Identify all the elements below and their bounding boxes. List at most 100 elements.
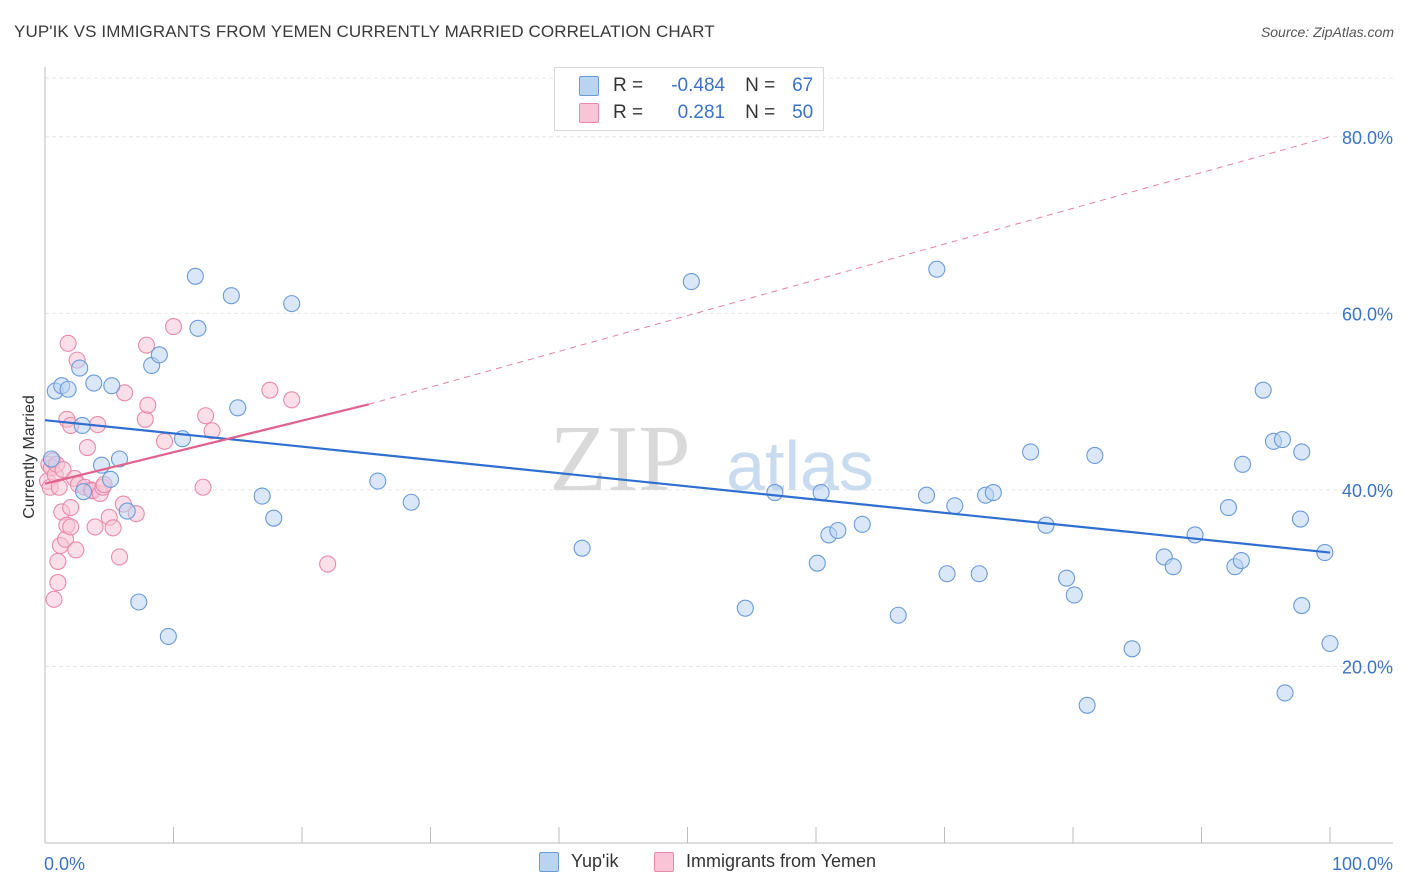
trend-line-yupik xyxy=(44,419,1331,554)
data-point-yupik xyxy=(928,260,946,278)
data-point-yemen xyxy=(203,422,221,440)
legend-row-yupik: R = -0.484 N = 67 xyxy=(579,73,813,99)
data-point-yupik xyxy=(253,487,271,505)
data-point-yupik xyxy=(130,593,148,611)
watermark: ZIP atlas xyxy=(550,407,874,511)
data-point-yupik xyxy=(766,483,784,502)
data-point-yupik xyxy=(1186,526,1204,544)
data-point-yupik xyxy=(85,374,103,392)
data-point-yupik xyxy=(573,539,591,557)
data-point-yemen xyxy=(319,555,337,573)
data-point-yupik xyxy=(1164,558,1182,576)
trend-extension-yemen xyxy=(368,136,1331,405)
data-point-yupik xyxy=(71,359,89,377)
y-tick-label: 80.0% xyxy=(1342,128,1393,148)
data-point-yupik xyxy=(369,472,387,490)
legend-r-label: R = xyxy=(613,102,644,123)
data-point-yupik xyxy=(265,509,283,527)
data-point-yupik xyxy=(59,380,77,398)
data-point-yemen xyxy=(155,432,174,450)
data-point-yemen xyxy=(62,499,80,517)
data-point-yemen xyxy=(261,381,279,399)
data-point-yupik xyxy=(103,377,121,395)
data-point-yemen xyxy=(59,334,77,352)
legend-swatch-yupik xyxy=(579,76,599,96)
data-point-yupik xyxy=(1022,443,1040,461)
data-point-yupik xyxy=(283,295,301,313)
y-tick-label: 60.0% xyxy=(1342,304,1393,324)
data-point-yupik xyxy=(1086,446,1104,465)
data-point-yupik xyxy=(1273,431,1292,449)
data-point-yupik xyxy=(1254,381,1272,399)
data-point-yupik xyxy=(1037,516,1055,534)
data-point-yupik xyxy=(186,267,204,285)
data-point-yemen xyxy=(49,574,67,592)
data-point-yupik xyxy=(402,493,420,511)
legend-r-value: -0.484 xyxy=(671,75,726,96)
legend-r-value: 0.281 xyxy=(677,102,726,123)
data-point-yemen xyxy=(104,519,122,537)
series-yupik-points xyxy=(42,260,1339,714)
x-tick-label: 100.0% xyxy=(1332,854,1393,874)
series-label-yemen: Immigrants from Yemen xyxy=(686,851,877,871)
data-point-yemen xyxy=(137,336,156,354)
legend-n-label: N = xyxy=(745,102,776,123)
data-point-yupik xyxy=(1078,696,1096,714)
chart-title: YUP'IK VS IMMIGRANTS FROM YEMEN CURRENTL… xyxy=(14,22,715,41)
data-point-yupik xyxy=(222,287,240,305)
data-point-yemen xyxy=(194,478,212,496)
data-point-yupik xyxy=(1234,455,1252,473)
data-point-yemen xyxy=(283,391,301,409)
data-point-yupik xyxy=(917,486,936,504)
legend-swatch-yemen xyxy=(579,103,599,123)
data-point-yupik xyxy=(189,319,207,337)
data-point-yupik xyxy=(853,515,871,533)
trend-line-yemen xyxy=(44,403,370,485)
data-point-yupik xyxy=(1058,569,1076,587)
chart-source: Source: ZipAtlas.com xyxy=(1260,24,1394,40)
data-point-yemen xyxy=(86,518,104,536)
data-point-yemen xyxy=(67,541,85,559)
data-point-yemen xyxy=(62,518,80,536)
data-point-yemen xyxy=(164,318,183,336)
y-tick-label: 20.0% xyxy=(1342,657,1393,677)
series-label-yupik: Yup'ik xyxy=(571,851,619,871)
data-point-yupik xyxy=(1065,586,1083,604)
legend-n-label: N = xyxy=(745,75,776,96)
data-point-yupik xyxy=(1123,640,1141,658)
data-point-yemen xyxy=(139,396,157,414)
data-point-yupik xyxy=(682,273,700,291)
series-swatch-yemen xyxy=(654,851,674,872)
series-legend-yupik[interactable]: Yup'ik xyxy=(539,851,618,872)
data-point-yemen xyxy=(110,548,129,566)
grid-lines xyxy=(45,77,1393,667)
data-point-yupik xyxy=(229,399,247,417)
series-legend-yemen[interactable]: Immigrants from Yemen xyxy=(654,851,876,872)
data-point-yupik xyxy=(1293,443,1311,461)
data-point-yemen xyxy=(197,407,215,425)
correlation-legend: R = -0.484 N = 67 R = 0.281 N = 50 xyxy=(554,67,824,131)
data-point-yemen xyxy=(54,461,72,479)
data-point-yupik xyxy=(808,554,826,572)
data-point-yupik xyxy=(75,483,93,501)
data-point-yupik xyxy=(1219,499,1238,517)
data-point-yupik xyxy=(1321,634,1339,653)
data-point-yupik xyxy=(118,502,136,520)
legend-n-value: 50 xyxy=(792,102,814,123)
data-point-yupik xyxy=(1293,596,1311,615)
data-point-yemen xyxy=(136,410,154,428)
y-tick-label: 40.0% xyxy=(1342,481,1393,501)
data-point-yupik xyxy=(110,450,129,468)
x-tick-label: 0.0% xyxy=(44,854,85,874)
data-point-yupik xyxy=(889,606,907,624)
axes xyxy=(44,67,1393,844)
data-point-yupik xyxy=(946,497,964,515)
data-point-yupik xyxy=(812,483,830,502)
data-point-yemen xyxy=(45,590,63,608)
trend-lines xyxy=(44,136,1331,554)
tick-labels: 20.0% 40.0% 60.0% 80.0% 0.0% 100.0% xyxy=(44,128,1393,874)
data-point-yemen xyxy=(49,552,67,570)
legend-r-label: R = xyxy=(613,75,644,96)
legend-row-yemen: R = 0.281 N = 50 xyxy=(579,100,813,126)
data-point-yupik xyxy=(1291,510,1309,528)
